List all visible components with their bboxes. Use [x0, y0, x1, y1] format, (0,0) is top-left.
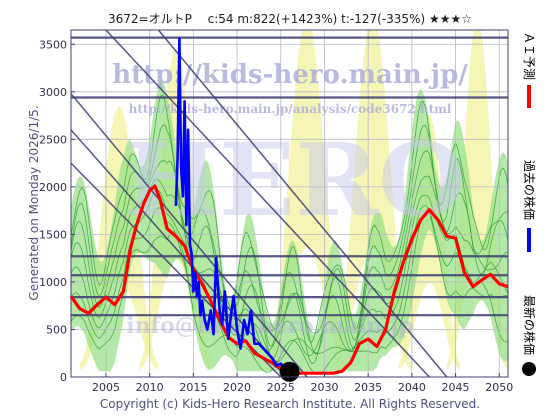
y-tick-label-6: 3000: [39, 86, 67, 99]
x-tick-label-5: 2030: [310, 381, 338, 394]
x-tick-label-1: 2010: [136, 381, 164, 394]
band-line-6: [70, 94, 509, 344]
band-line-0: [70, 210, 509, 375]
y-tick-label-3: 1500: [39, 228, 67, 241]
x-tick-label-9: 2050: [485, 381, 513, 394]
band-line-1: [70, 205, 509, 363]
y-tick-label-5: 2500: [39, 133, 67, 146]
grid: [71, 30, 508, 378]
plot-frame: [70, 29, 509, 378]
legend-ai-label: ＡＩ予測: [522, 32, 536, 80]
watermark-email: info@kids-hero.main.jp: [126, 313, 413, 339]
x-tick-label-4: 2025: [267, 381, 295, 394]
x-tick-label-7: 2040: [398, 381, 426, 394]
trend-line-4: [157, 29, 448, 378]
y-tick-label-1: 500: [46, 323, 67, 336]
y-tick-label-0: 0: [60, 371, 67, 384]
latest-price-marker: [279, 361, 300, 382]
watermark-url-detail: http://kids-hero.main.jp/analysis/code36…: [129, 102, 452, 116]
horizontal-levels: [71, 36, 508, 317]
trend-line-3: [105, 29, 430, 378]
x-tick-label-0: 2005: [92, 381, 120, 394]
legend-past-label: 過去の株価: [522, 160, 537, 220]
legend-latest-label: 最新の株価: [522, 295, 537, 355]
legend-latest-marker: [522, 362, 536, 376]
x-tick-label-6: 2035: [354, 381, 382, 394]
trend-lines: [70, 29, 448, 378]
watermark-url: http://kids-hero.main.jp/: [112, 60, 468, 90]
axis-ticks: 2005 2010 2015 2020 2025 2030 2035 2040 2045 2050…: [39, 38, 513, 394]
y-tick-label-2: 1000: [39, 276, 67, 289]
generated-date-label: Generated on Monday 2026/1/5.: [27, 105, 41, 300]
copyright-footer: Copyright (c) Kids-Hero Research Institu…: [100, 397, 480, 411]
x-tick-label-8: 2045: [442, 381, 470, 394]
x-tick-label-3: 2020: [223, 381, 251, 394]
x-tick-label-2: 2015: [179, 381, 207, 394]
y-tick-label-4: 2000: [39, 181, 67, 194]
series-past-price: [174, 37, 291, 373]
yellow-band-4: [398, 115, 460, 370]
forecast-bands: [70, 30, 509, 375]
y-tick-label-7: 3500: [39, 38, 67, 51]
legend: ＡＩ予測 過去の株価 最新の株価: [522, 32, 537, 376]
chart-title: 3672=オルトP c:54 m:822(+1423%) t:-127(-335…: [108, 12, 472, 26]
